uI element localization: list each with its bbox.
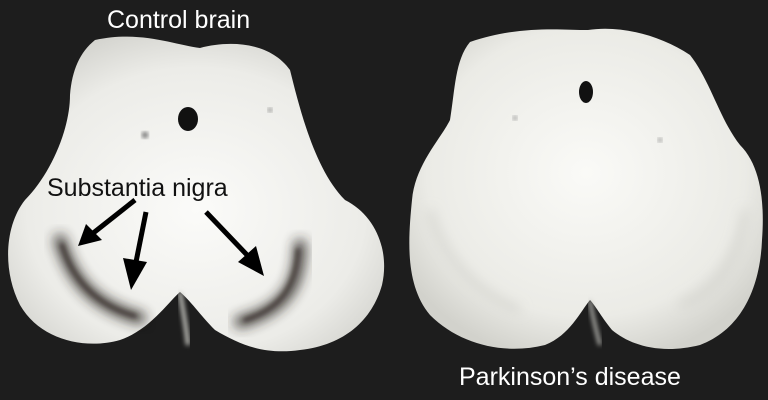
arrow-icon bbox=[78, 198, 137, 246]
aqueduct-icon bbox=[178, 107, 198, 131]
arrow-icon bbox=[123, 211, 149, 290]
parkinsons-disease-label: Parkinson’s disease bbox=[459, 363, 681, 391]
aqueduct-icon bbox=[579, 81, 593, 103]
substantia-nigra-label: Substantia nigra bbox=[47, 174, 228, 202]
control-brain-section bbox=[8, 36, 385, 352]
arrow-icon bbox=[204, 210, 264, 276]
control-brain-label: Control brain bbox=[107, 6, 251, 34]
parkinsons-brain-section bbox=[409, 28, 763, 350]
